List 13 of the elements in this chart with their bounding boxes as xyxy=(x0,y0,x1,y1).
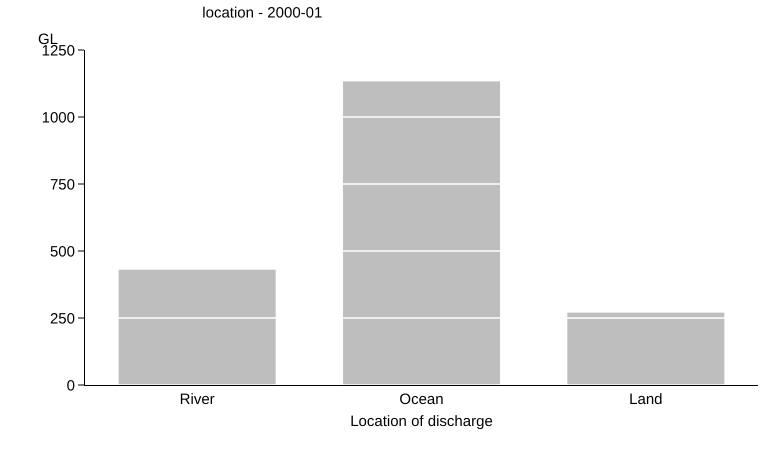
y-tick-label: 1000 xyxy=(42,109,75,126)
y-tick-label: 750 xyxy=(50,176,75,194)
chart-title: location - 2000-01 xyxy=(202,4,322,22)
x-axis-title: Location of discharge xyxy=(350,413,493,430)
y-tick-label: 0 xyxy=(66,377,75,394)
y-tick-label: 500 xyxy=(50,243,75,260)
bar xyxy=(118,270,276,385)
x-tick-label: Land xyxy=(629,391,663,408)
bar xyxy=(342,81,500,385)
x-tick-label: River xyxy=(180,391,215,408)
x-tick-label: Ocean xyxy=(399,391,444,408)
bar xyxy=(567,312,724,385)
y-tick-label: 250 xyxy=(50,310,75,328)
